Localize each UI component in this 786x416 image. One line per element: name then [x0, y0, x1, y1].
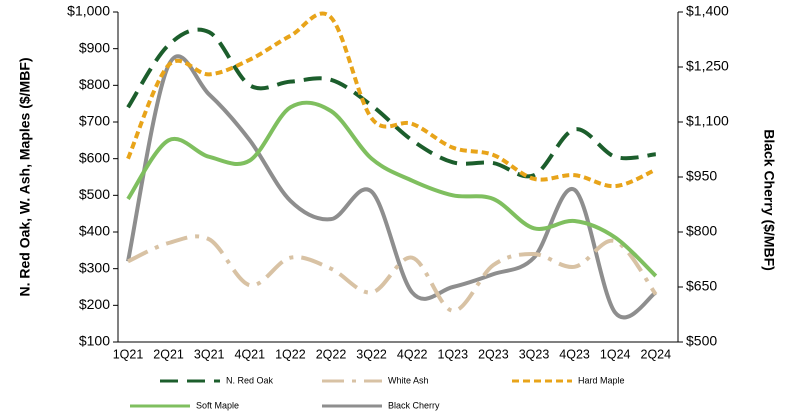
y-tick-label: $900: [79, 39, 110, 55]
y2-tick-label: $650: [686, 278, 717, 294]
x-tick-label: 4Q21: [235, 347, 266, 361]
y2-tick-label: $1,100: [686, 113, 729, 129]
x-tick-label: 3Q23: [519, 347, 550, 361]
y-tick-label: $200: [79, 296, 110, 312]
x-tick-label: 1Q24: [600, 347, 631, 361]
legend-label: White Ash: [388, 375, 429, 385]
y-tick-label: $800: [79, 76, 110, 92]
y-tick-label: $1,000: [67, 3, 110, 19]
x-tick-label: 1Q21: [113, 347, 144, 361]
x-tick-label: 3Q21: [194, 347, 225, 361]
x-tick-label: 2Q24: [641, 347, 672, 361]
y-tick-label: $600: [79, 149, 110, 165]
x-tick-label: 2Q23: [478, 347, 509, 361]
series-line: [126, 54, 658, 320]
y2-tick-label: $950: [686, 168, 717, 184]
x-tick-label: 2Q21: [153, 347, 184, 361]
x-tick-label: 1Q23: [438, 347, 469, 361]
x-tick-label: 1Q22: [275, 347, 306, 361]
legend-label: Hard Maple: [578, 375, 625, 385]
legend-label: Soft Maple: [196, 400, 239, 410]
series-line: [126, 27, 657, 179]
x-tick-label: 4Q23: [559, 347, 590, 361]
x-tick-label: 3Q22: [356, 347, 387, 361]
y2-tick-label: $1,250: [686, 58, 729, 74]
y-tick-label: $500: [79, 186, 110, 202]
y-tick-label: $100: [79, 333, 110, 349]
y2-tick-label: $500: [686, 333, 717, 349]
series-line: [126, 11, 657, 189]
legend-label: Black Cherry: [388, 400, 440, 410]
x-tick-label: 2Q22: [316, 347, 347, 361]
y-axis-title: N. Red Oak, W. Ash, Maples ($/MBF): [17, 57, 33, 296]
y2-tick-label: $800: [686, 223, 717, 239]
y-tick-label: $300: [79, 259, 110, 275]
series-line: [126, 100, 658, 278]
series-line: [127, 234, 658, 313]
x-tick-label: 4Q22: [397, 347, 428, 361]
y2-tick-label: $1,400: [686, 3, 729, 19]
y-tick-label: $700: [79, 113, 110, 129]
legend-label: N. Red Oak: [226, 375, 274, 385]
y-tick-label: $400: [79, 223, 110, 239]
y2-axis-title: Black Cherry ($/MBF): [761, 129, 777, 271]
